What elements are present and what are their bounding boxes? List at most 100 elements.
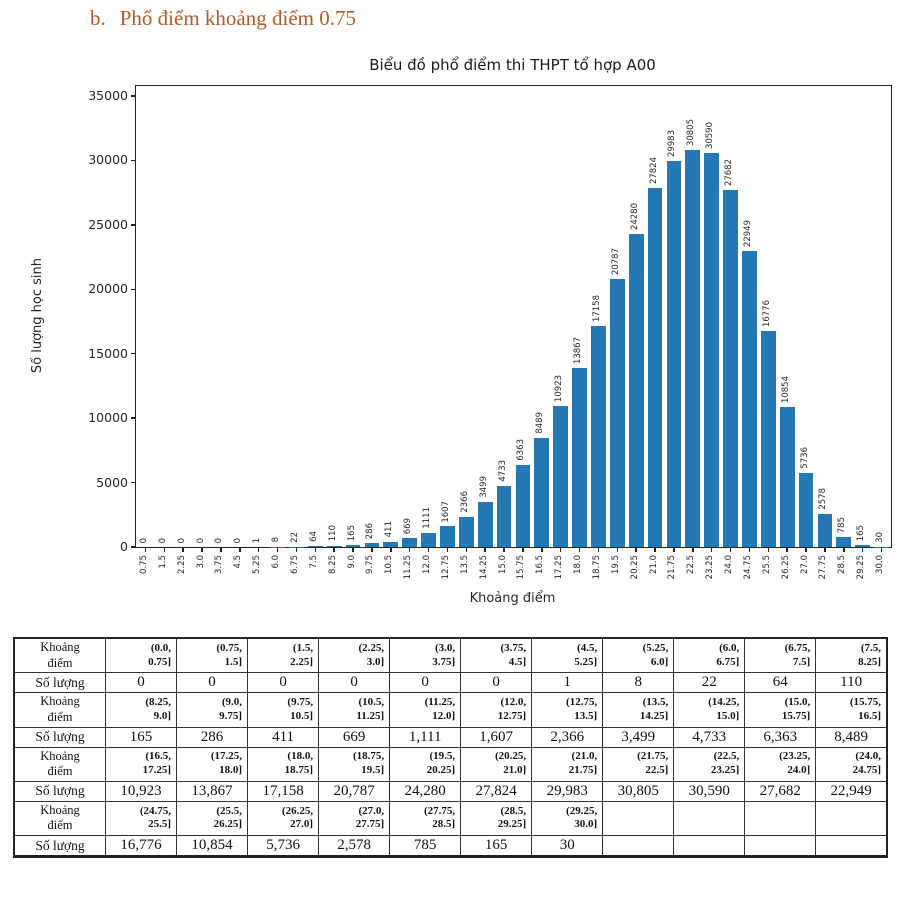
x-tick — [333, 547, 335, 552]
count-cell: 27,824 — [460, 780, 533, 802]
x-tick — [408, 547, 411, 552]
bar-value-label: 30590 — [705, 121, 716, 149]
x-tick — [182, 547, 184, 552]
x-tick-label: 6.75 — [289, 555, 300, 574]
range-cell: (23.25, 24.0] — [744, 746, 817, 782]
bar — [477, 501, 493, 547]
x-tick — [390, 547, 392, 552]
x-tick-label: 29.25 — [856, 555, 867, 580]
bar-value-label: 13867 — [573, 337, 584, 365]
range-row-label: Khoảng điểm — [13, 692, 106, 728]
x-tick — [578, 547, 581, 552]
bar-value-label: 29983 — [667, 129, 678, 157]
y-tick-label: 5000 — [96, 474, 128, 490]
bar-value-label: 0 — [214, 537, 225, 543]
bar-value-label: 785 — [837, 516, 848, 533]
bar-value-label: 64 — [308, 531, 319, 543]
bar — [666, 160, 682, 547]
count-cell: 17,158 — [247, 780, 320, 802]
range-cell: (0.0, 0.75] — [104, 637, 178, 674]
x-tick-label: 13.5 — [459, 555, 470, 574]
count-cell: 1 — [531, 672, 604, 694]
x-tick — [673, 547, 675, 552]
range-cell: (12.75, 13.5] — [531, 692, 604, 728]
range-row: Khoảng điểm (24.75, 25.5] (25.5, 26.25] (26… — [13, 800, 888, 837]
x-tick-label: 11.25 — [403, 555, 414, 580]
x-tick — [541, 547, 543, 552]
range-cell: (22.5, 23.25] — [673, 746, 746, 782]
x-tick-label: 15.75 — [516, 555, 527, 580]
range-cell: (24.75, 25.5] — [104, 800, 178, 837]
bar — [345, 544, 361, 547]
x-tick-label: 26.25 — [780, 555, 791, 580]
count-cell: 785 — [389, 835, 462, 857]
bar-value-label: 5736 — [799, 447, 810, 470]
range-cell: (1.5, 2.25] — [247, 637, 320, 674]
range-cell: (21.0, 21.75] — [531, 746, 604, 782]
bar-value-label: 20787 — [610, 248, 621, 276]
count-cell: 2,578 — [318, 835, 391, 857]
y-tick — [131, 352, 136, 355]
x-tick — [314, 547, 317, 552]
count-cell: 0 — [318, 672, 391, 694]
range-cell: (12.0, 12.75] — [460, 692, 533, 728]
heading-marker: b. — [90, 6, 106, 30]
x-tick — [767, 547, 770, 552]
bar-value-label: 0 — [138, 537, 149, 543]
bar-value-label: 10854 — [780, 376, 791, 404]
range-cell: (3.75, 4.5] — [460, 637, 533, 674]
x-tick-label: 25.5 — [761, 555, 772, 574]
bar-value-label: 669 — [403, 518, 414, 535]
x-tick-label: 23.25 — [705, 555, 716, 580]
x-tick-label: 21.0 — [648, 555, 659, 574]
bar — [458, 516, 474, 547]
x-tick-label: 17.25 — [554, 555, 565, 580]
range-cell: (18.0, 18.75] — [247, 746, 320, 782]
count-cell: 1,607 — [460, 726, 533, 748]
bar-value-label: 110 — [327, 525, 338, 542]
x-tick — [843, 547, 845, 552]
bar — [364, 543, 380, 547]
count-cell: 2,366 — [531, 726, 604, 748]
range-row-label: Khoảng điểm — [13, 637, 106, 674]
x-tick-label: 5.25 — [252, 555, 263, 574]
x-tick — [484, 547, 486, 552]
range-cell: (0.75, 1.5] — [176, 637, 249, 674]
range-cell: (7.5, 8.25] — [815, 637, 888, 674]
range-cell: (5.25, 6.0] — [602, 637, 675, 674]
bar — [685, 150, 701, 547]
section-heading: b. Phổ điểm khoảng điểm 0.75 — [90, 6, 356, 31]
count-row: Số lượng 16,776 10,854 5,736 2,578 785 165 30 — [13, 835, 888, 857]
count-cell: 4,733 — [673, 726, 746, 748]
y-tick-label: 20000 — [88, 281, 128, 297]
x-tick — [635, 547, 637, 552]
x-tick-label: 27.75 — [818, 555, 829, 580]
bar — [421, 532, 436, 547]
bar-value-label: 2578 — [818, 488, 829, 510]
x-tick — [805, 547, 807, 552]
count-cell: 24,280 — [389, 780, 462, 802]
count-cell: 8,489 — [815, 726, 888, 748]
count-cell: 5,736 — [247, 835, 320, 857]
range-cell: (26.25, 27.0] — [247, 800, 320, 837]
range-cell: (25.5, 26.25] — [176, 800, 249, 837]
count-cell: 0 — [176, 672, 249, 694]
count-cell: 165 — [460, 835, 533, 857]
bar — [704, 152, 720, 547]
count-cell: 8 — [602, 672, 675, 694]
range-cell: (9.75, 10.5] — [247, 692, 320, 728]
x-tick-label: 2.25 — [176, 555, 187, 574]
score-table: Khoảng điểm (0.0, 0.75] (0.75, 1.5] (1.5, 2… — [13, 637, 888, 858]
x-tick-label: 6.0 — [271, 555, 282, 569]
count-row: Số lượng 10,923 13,867 17,158 20,787 24,280 27… — [13, 780, 888, 802]
bar-value-label: 286 — [365, 523, 376, 540]
bar-value-label: 27682 — [724, 159, 735, 187]
chart-title: Biểu đồ phổ điểm thi THPT tổ hợp A00 — [369, 56, 656, 74]
bar — [326, 545, 342, 547]
count-cell — [744, 835, 817, 857]
x-tick-label: 8.25 — [327, 555, 338, 574]
y-tick-label: 30000 — [88, 152, 128, 168]
x-tick-label: 30.0 — [875, 555, 886, 574]
range-cell — [673, 800, 746, 837]
